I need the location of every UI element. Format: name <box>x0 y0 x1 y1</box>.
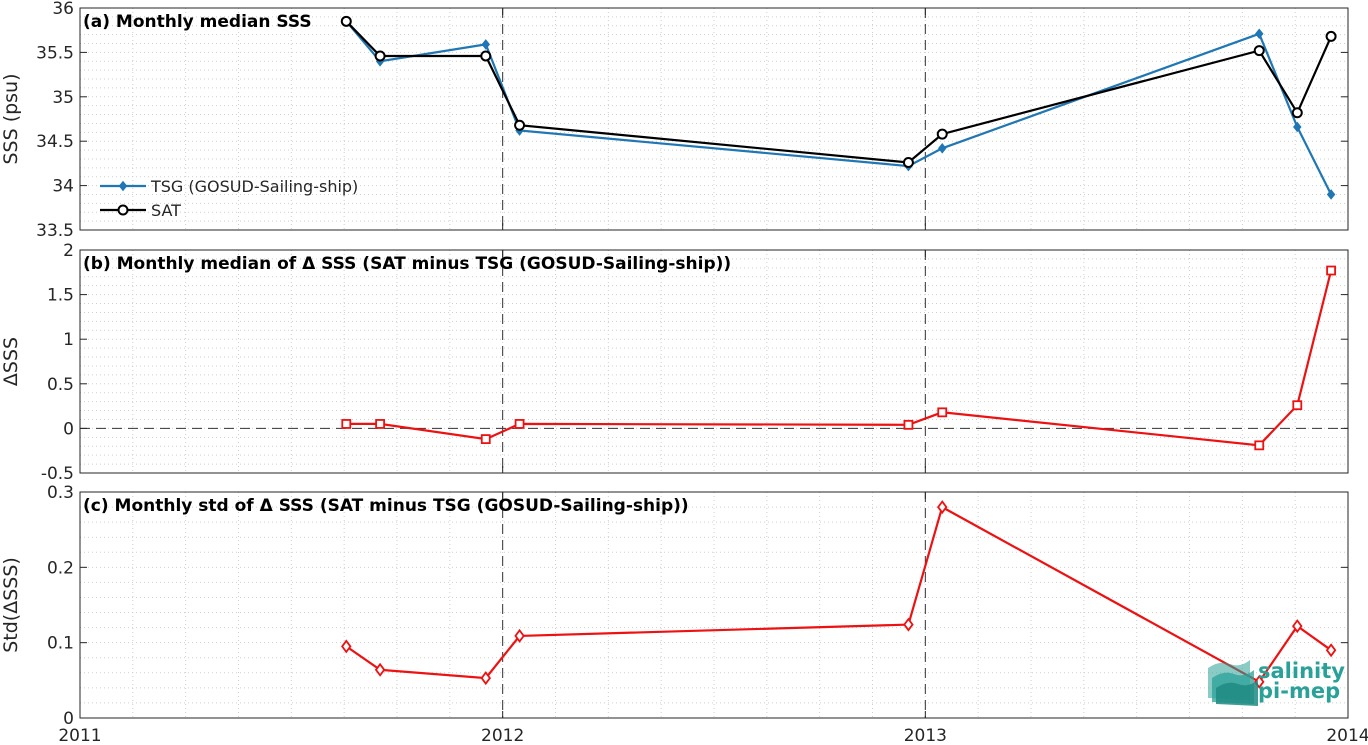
data-point <box>117 204 129 216</box>
y-tick-label: 2 <box>63 241 74 261</box>
legend: TSG (GOSUD-Sailing-ship) SAT <box>100 177 358 220</box>
data-point <box>514 419 525 429</box>
series-line <box>346 270 1333 447</box>
data-point <box>1292 400 1303 411</box>
series-c <box>341 500 1337 689</box>
axes-box <box>79 7 1349 231</box>
data-point <box>374 662 386 677</box>
y-tick-label: 1 <box>63 330 74 350</box>
y-tick-label: 0.2 <box>47 558 74 578</box>
data-point <box>481 39 491 50</box>
data-point <box>1326 265 1336 276</box>
data-point <box>480 50 492 62</box>
panel-title: (c) Monthly std of Δ SSS (SAT minus TSG … <box>83 496 689 516</box>
data-point <box>1291 107 1303 119</box>
series-line <box>345 20 1333 164</box>
legend-label: TSG (GOSUD-Sailing-ship) <box>150 177 358 196</box>
data-point <box>1254 28 1264 40</box>
series-line <box>345 20 1333 195</box>
axes-box <box>79 491 1349 719</box>
series-tsg <box>342 16 1336 200</box>
series-sat <box>340 15 1337 169</box>
y-tick-label: -0.5 <box>41 464 74 484</box>
x-tick-label: 2012 <box>481 726 524 745</box>
legend-label: SAT <box>151 201 181 220</box>
y-tick-label: 1.5 <box>47 286 74 306</box>
data-point <box>1253 45 1265 57</box>
y-axis-label: ΔSSS <box>0 337 22 386</box>
data-point <box>480 671 492 686</box>
axes-box <box>79 249 1349 474</box>
grid-c <box>80 492 1348 718</box>
data-point <box>118 180 128 192</box>
y-tick-label: 33.5 <box>36 221 74 241</box>
data-point <box>902 157 914 169</box>
y-tick-label: 34 <box>52 177 74 197</box>
y-tick-label: 0.1 <box>47 634 74 654</box>
y-tick-label: 0 <box>63 419 74 439</box>
series-b <box>341 265 1336 451</box>
y-tick-label: 34.5 <box>36 132 74 152</box>
panel-c: 0 0.1 0.2 0.3 2011 2012 2013 2014 Std(ΔSSS) (c) M… <box>0 483 1368 745</box>
data-point <box>514 628 525 643</box>
y-tick-label: 0.5 <box>47 375 74 395</box>
data-point <box>341 419 352 429</box>
x-tick-label: 2013 <box>904 726 947 745</box>
y-tick-label: 0.3 <box>47 483 74 503</box>
y-tick-label: 35 <box>52 88 74 108</box>
y-tick-label: 35.5 <box>36 43 74 63</box>
x-tick-label: 2014 <box>1326 726 1368 745</box>
grid-b <box>80 250 1348 473</box>
data-point <box>937 407 948 418</box>
data-point <box>937 143 947 154</box>
data-point <box>1325 30 1337 42</box>
data-point <box>1292 619 1303 634</box>
series-line <box>345 505 1332 684</box>
logo-line2: pi-mep <box>1258 679 1340 703</box>
data-point <box>936 500 948 515</box>
data-point <box>375 419 385 429</box>
panel-title: (a) Monthly median SSS <box>83 12 312 32</box>
logo-line1: salinity <box>1258 659 1345 683</box>
data-point <box>514 119 526 131</box>
data-point <box>1254 440 1265 451</box>
data-point <box>1293 121 1302 133</box>
data-point <box>341 639 352 654</box>
y-tick-label: 0 <box>63 709 74 729</box>
data-point <box>1325 643 1337 658</box>
salinity-pimep-logo: salinity pi-mep <box>1208 659 1345 706</box>
panel-a: 33.5 34 34.5 35 35.5 36 SSS (psu) (a) Monthly m… <box>0 0 1349 241</box>
y-axis-label: SSS (psu) <box>0 73 22 164</box>
wave-logo-icon <box>1208 660 1258 706</box>
data-point <box>1326 189 1336 200</box>
data-point <box>374 50 386 62</box>
grid-a <box>80 8 1348 230</box>
y-axis-label: Std(ΔSSS) <box>0 557 22 653</box>
data-point <box>903 617 914 632</box>
x-tick-label: 2011 <box>58 726 101 745</box>
data-point <box>903 419 914 430</box>
data-point <box>936 128 948 140</box>
data-point <box>340 15 352 27</box>
panel-b: -0.5 0 0.5 1 1.5 2 ΔSSS (b) Monthly median of Δ… <box>0 241 1349 484</box>
y-tick-label: 36 <box>52 0 74 19</box>
data-point <box>480 434 491 445</box>
panel-title: (b) Monthly median of Δ SSS (SAT minus T… <box>83 254 731 274</box>
